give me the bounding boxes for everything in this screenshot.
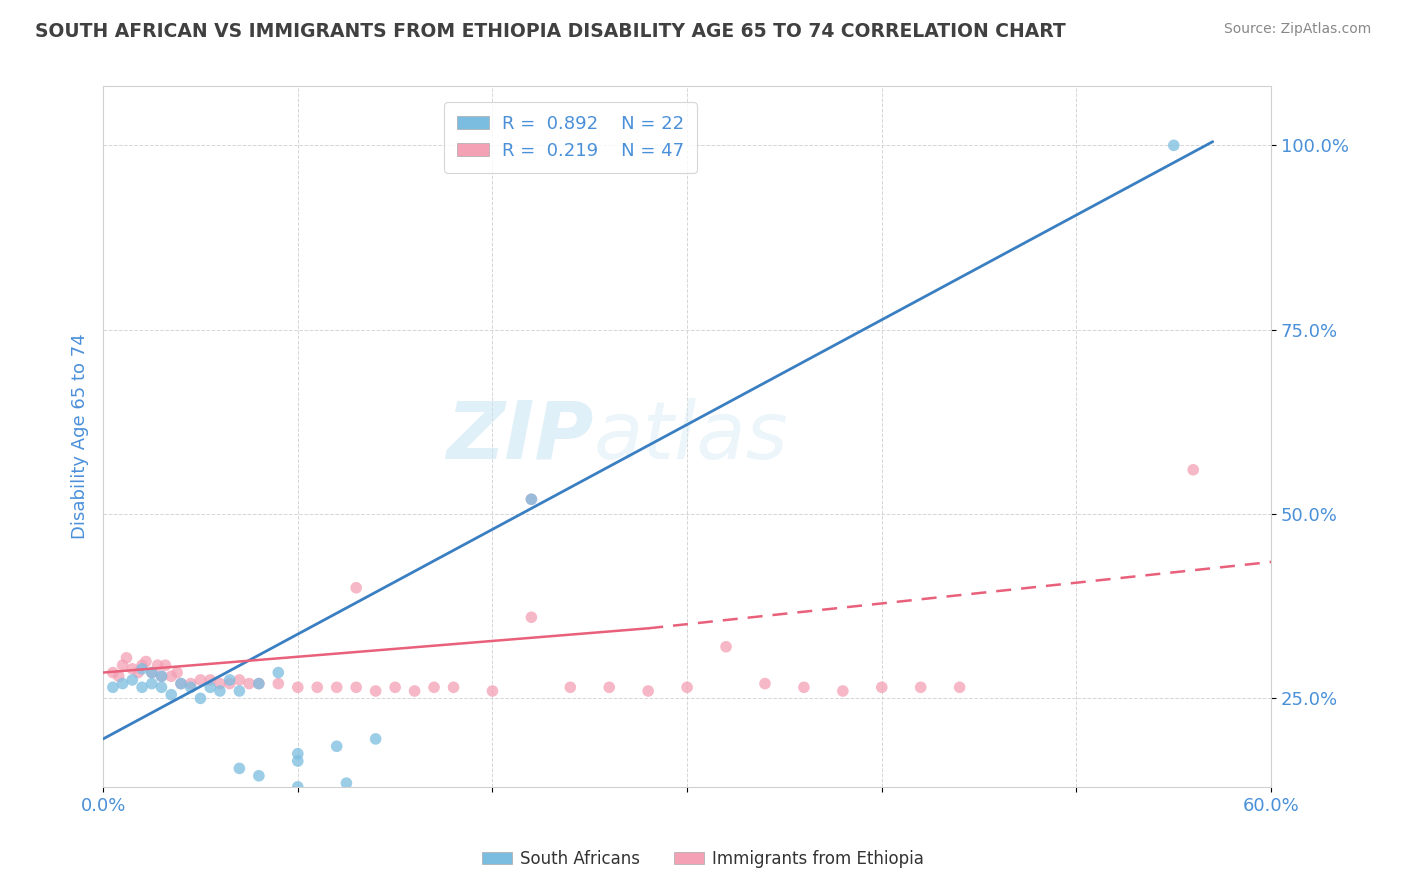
Point: [115, 650, 138, 665]
Legend: South Africans, Immigrants from Ethiopia: South Africans, Immigrants from Ethiopia: [475, 844, 931, 875]
Point: [146, 658, 169, 673]
Point: [228, 761, 250, 775]
Point: [267, 676, 290, 690]
Point: [344, 581, 367, 595]
Point: [754, 676, 776, 690]
Point: [198, 681, 221, 695]
Point: [121, 662, 143, 676]
Point: [307, 681, 329, 695]
Point: [121, 673, 143, 687]
Point: [141, 665, 163, 680]
Point: [131, 681, 153, 695]
Point: [190, 691, 212, 706]
Point: [208, 676, 231, 690]
Point: [218, 676, 240, 690]
Point: [127, 665, 149, 680]
Point: [676, 681, 699, 695]
Point: [101, 665, 124, 680]
Point: [190, 673, 212, 687]
Point: [150, 669, 173, 683]
Point: [793, 681, 815, 695]
Point: [423, 681, 446, 695]
Point: [335, 776, 357, 790]
Point: [325, 681, 347, 695]
Point: [198, 673, 221, 687]
Point: [560, 681, 582, 695]
Point: [1163, 138, 1185, 153]
Point: [218, 673, 240, 687]
Point: [404, 684, 426, 698]
Point: [637, 684, 659, 698]
Point: [135, 655, 157, 669]
Point: [520, 492, 543, 507]
Point: [598, 681, 620, 695]
Point: [155, 658, 177, 673]
Point: [1182, 463, 1205, 477]
Point: [520, 492, 543, 507]
Text: atlas: atlas: [593, 398, 789, 475]
Point: [520, 610, 543, 624]
Point: [170, 676, 193, 690]
Point: [714, 640, 737, 654]
Point: [364, 684, 387, 698]
Point: [267, 665, 290, 680]
Point: [131, 658, 153, 673]
Point: [160, 669, 183, 683]
Point: [949, 681, 972, 695]
Point: [111, 676, 134, 690]
Point: [111, 658, 134, 673]
Text: ZIP: ZIP: [446, 398, 593, 475]
Point: [287, 754, 309, 768]
Point: [228, 673, 250, 687]
Point: [150, 669, 173, 683]
Point: [160, 688, 183, 702]
Text: Source: ZipAtlas.com: Source: ZipAtlas.com: [1223, 22, 1371, 37]
Point: [364, 731, 387, 746]
Point: [228, 684, 250, 698]
Legend: R =  0.892    N = 22, R =  0.219    N = 47: R = 0.892 N = 22, R = 0.219 N = 47: [444, 103, 696, 173]
Point: [166, 665, 188, 680]
Point: [287, 681, 309, 695]
Point: [107, 669, 129, 683]
Point: [384, 681, 406, 695]
Point: [131, 662, 153, 676]
Point: [910, 681, 932, 695]
Point: [481, 684, 503, 698]
Point: [170, 676, 193, 690]
Point: [141, 676, 163, 690]
Point: [141, 665, 163, 680]
Point: [344, 681, 367, 695]
Point: [870, 681, 893, 695]
Point: [101, 681, 124, 695]
Point: [150, 681, 173, 695]
Y-axis label: Disability Age 65 to 74: Disability Age 65 to 74: [72, 334, 89, 540]
Point: [325, 739, 347, 754]
Point: [287, 747, 309, 761]
Point: [180, 676, 202, 690]
Point: [247, 769, 270, 783]
Point: [247, 676, 270, 690]
Point: [287, 780, 309, 794]
Point: [443, 681, 465, 695]
Point: [208, 684, 231, 698]
Point: [180, 681, 202, 695]
Point: [831, 684, 853, 698]
Point: [238, 676, 260, 690]
Point: [247, 676, 270, 690]
Text: SOUTH AFRICAN VS IMMIGRANTS FROM ETHIOPIA DISABILITY AGE 65 TO 74 CORRELATION CH: SOUTH AFRICAN VS IMMIGRANTS FROM ETHIOPI…: [35, 22, 1066, 41]
